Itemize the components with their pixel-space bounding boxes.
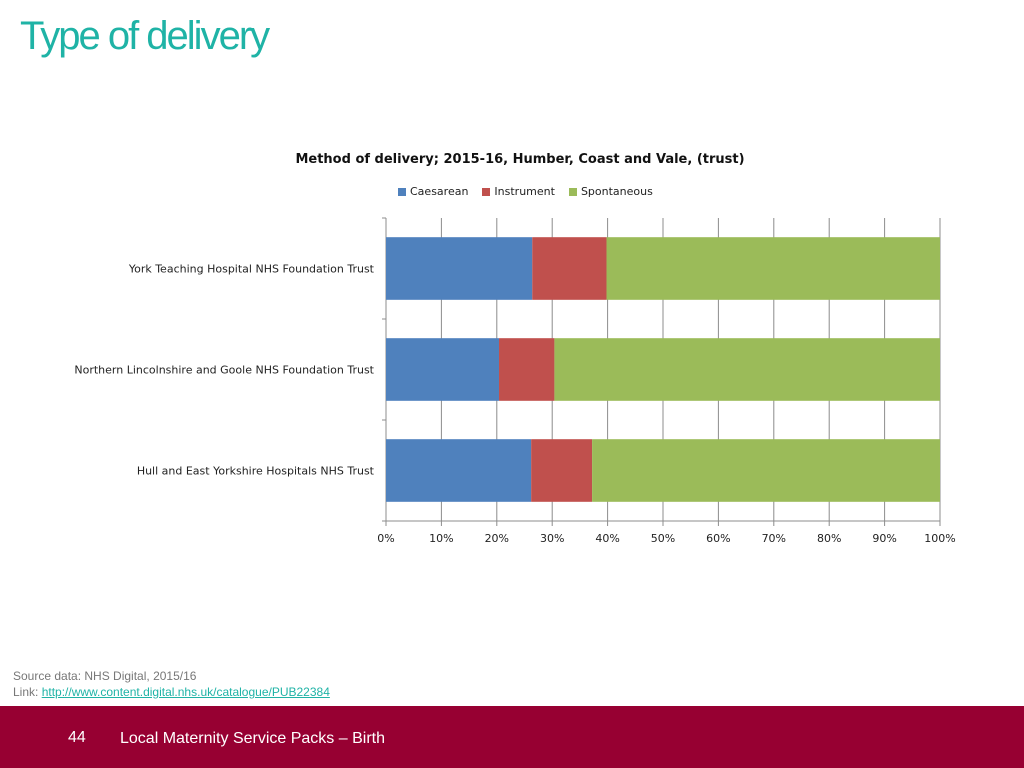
legend-item-instrument: Instrument [482, 185, 555, 198]
bar-spontaneous [606, 237, 940, 300]
bar-caesarean [386, 237, 533, 300]
x-tick-label: 0% [377, 532, 394, 545]
bar-instrument [532, 237, 607, 300]
chart-title: Method of delivery; 2015-16, Humber, Coa… [295, 152, 745, 167]
bar-caesarean [386, 338, 500, 401]
legend-label-instrument: Instrument [494, 185, 555, 198]
legend-swatch-caesarean [398, 187, 406, 196]
page-title: Type of delivery [20, 14, 270, 58]
footer-text: Local Maternity Service Packs – Birth [120, 730, 385, 747]
legend-label-caesarean: Caesarean [410, 185, 469, 198]
legend-item-spontaneous: Spontaneous [568, 185, 653, 198]
x-tick-label: 30% [540, 532, 564, 545]
source-link-line: Link: http://www.content.digital.nhs.uk/… [13, 684, 330, 700]
x-tick-label: 40% [595, 532, 619, 545]
x-tick-label: 80% [817, 532, 841, 545]
x-tick-label: 90% [872, 532, 896, 545]
x-tick-label: 70% [762, 532, 786, 545]
legend-item-caesarean: Caesarean [398, 185, 468, 198]
legend-swatch-instrument [482, 187, 491, 196]
bar-spontaneous [592, 439, 940, 502]
footer-bar: 44 Local Maternity Service Packs – Birth [0, 706, 1024, 768]
category-label: York Teaching Hospital NHS Foundation Tr… [128, 263, 375, 276]
legend-label-spontaneous: Spontaneous [580, 185, 653, 198]
bar-chart: 0% 10% 20% 30% 40% 50% 60% 70% 80% 90% 100% York Te… [74, 217, 956, 545]
bar-instrument [499, 338, 555, 401]
source-note: Source data: NHS Digital, 2015/16 Link: … [13, 668, 330, 700]
legend-swatch-spontaneous [568, 187, 577, 196]
category-label: Northern Lincolnshire and Goole NHS Foun… [74, 364, 374, 377]
bar-spontaneous [554, 338, 940, 401]
x-tick-label: 100% [924, 532, 955, 545]
page-number: 44 [68, 729, 86, 746]
x-tick-label: 10% [429, 532, 453, 545]
link-label: Link: [13, 685, 42, 699]
x-tick-label: 20% [485, 532, 509, 545]
chart-legend: Caesarean Instrument Spontaneous [398, 185, 653, 198]
x-tick-label: 50% [651, 532, 675, 545]
source-line: Source data: NHS Digital, 2015/16 [13, 669, 197, 683]
x-tick-label: 60% [706, 532, 730, 545]
bar-instrument [531, 439, 593, 502]
category-label: Hull and East Yorkshire Hospitals NHS Tr… [137, 465, 375, 478]
source-link[interactable]: http://www.content.digital.nhs.uk/catalo… [41, 685, 330, 699]
bar-caesarean [386, 439, 532, 502]
